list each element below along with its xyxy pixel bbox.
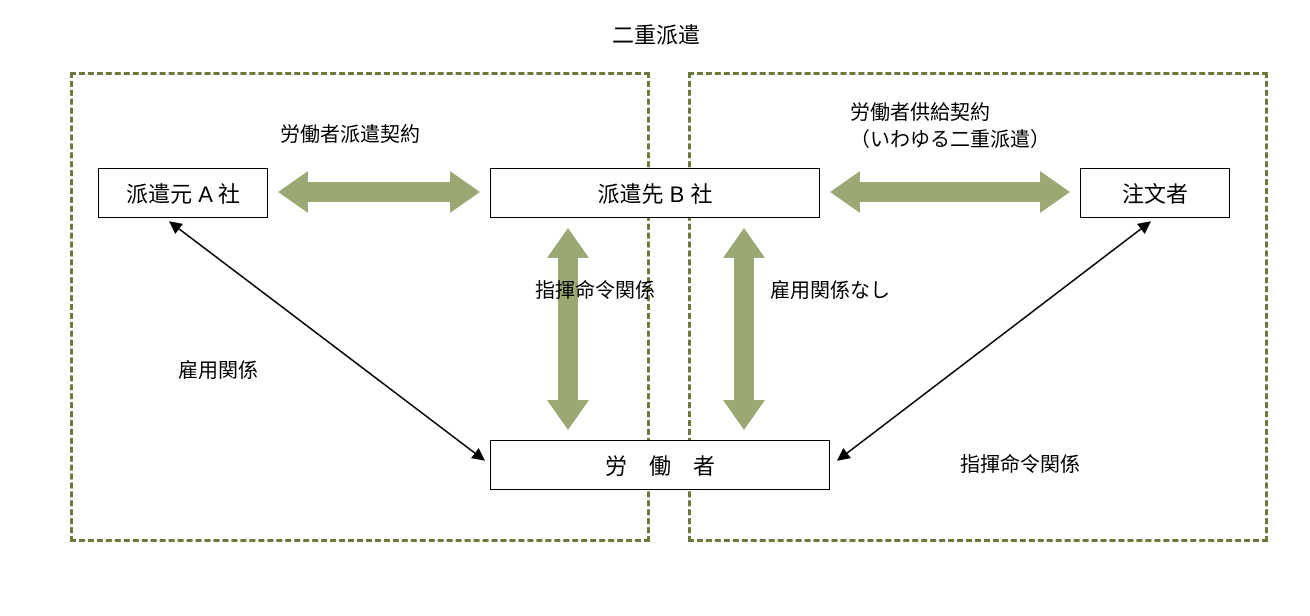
node-worker: 労 働 者 bbox=[490, 440, 830, 490]
diagram-title: 二重派遣 bbox=[612, 18, 700, 50]
label-supply-contract: 労働者供給契約（いわゆる二重派遣） bbox=[850, 100, 1050, 154]
label-command-relation: 指揮命令関係 bbox=[535, 278, 655, 305]
label-employment-relation: 雇用関係 bbox=[178, 358, 258, 385]
node-dest-b: 派遣先 B 社 bbox=[490, 168, 820, 218]
diagram-canvas: 二重派遣 bbox=[0, 0, 1310, 616]
label-no-employment: 雇用関係なし bbox=[770, 278, 890, 305]
label-command-relation-2: 指揮命令関係 bbox=[960, 452, 1080, 479]
node-source-a: 派遣元 A 社 bbox=[98, 168, 268, 218]
node-orderer: 注文者 bbox=[1080, 168, 1230, 218]
label-dispatch-contract: 労働者派遣契約 bbox=[280, 122, 420, 149]
